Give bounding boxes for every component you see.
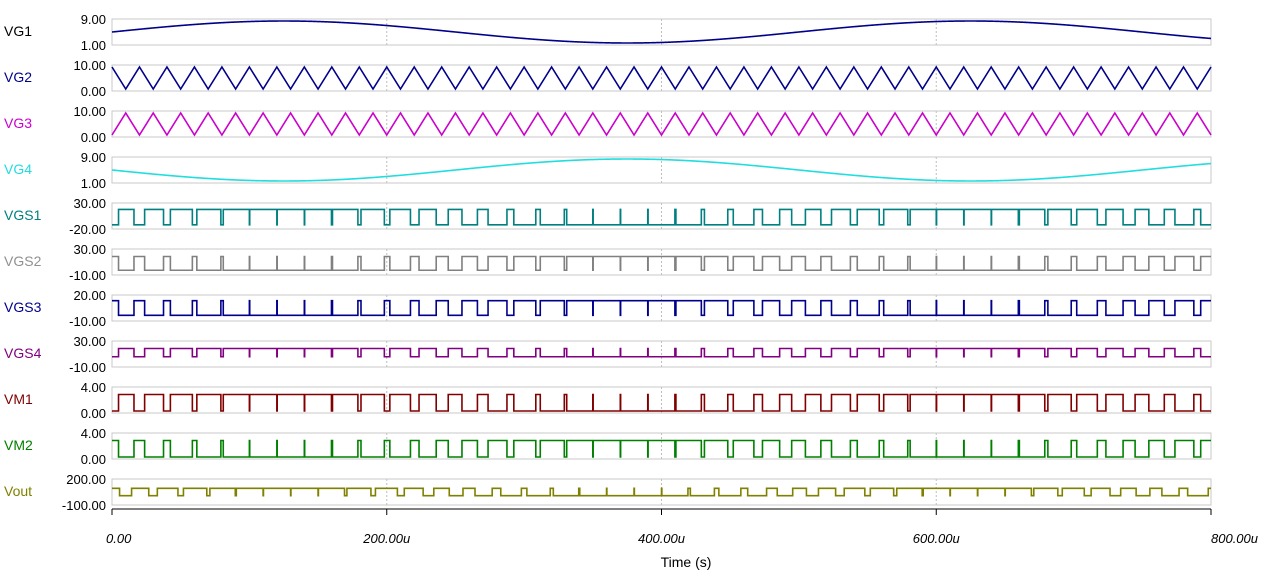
panel-frame xyxy=(111,18,1212,46)
panel-vgs3: VGS3 20.00 -10.00 xyxy=(4,288,1212,329)
y-tick-max: 4.00 xyxy=(81,380,106,395)
y-tick-min: -10.00 xyxy=(69,314,106,329)
series-line-vgs1 xyxy=(112,208,1211,226)
y-tick-min: 0.00 xyxy=(81,406,106,421)
series-name-vg2: VG2 xyxy=(4,69,32,85)
y-tick-max: 200.00 xyxy=(66,472,106,487)
panel-frame xyxy=(111,432,1212,460)
x-tick-label: 0.00 xyxy=(106,531,132,546)
x-axis: 0.00 200.00u 400.00u 600.00u 800.00u xyxy=(106,508,1258,546)
y-tick-max: 30.00 xyxy=(73,242,106,257)
panel-vg3: VG3 10.00 0.00 xyxy=(4,104,1212,145)
panel-vgs2: VGS2 30.00 -10.00 xyxy=(4,242,1212,283)
y-tick-min: -20.00 xyxy=(69,222,106,237)
y-tick-min: -10.00 xyxy=(69,268,106,283)
series-line-vout xyxy=(112,487,1211,497)
series-name-vgs2: VGS2 xyxy=(4,253,42,269)
series-name-vgs4: VGS4 xyxy=(4,345,42,361)
series-name-vout: Vout xyxy=(4,483,32,499)
series-line-vm2 xyxy=(112,439,1211,458)
panel-vg4: VG4 9.00 1.00 xyxy=(4,150,1212,191)
panel-frame xyxy=(111,248,1212,276)
panel-frame xyxy=(111,64,1212,92)
panel-vg1: VG1 9.00 1.00 xyxy=(4,12,1212,53)
panel-frame xyxy=(111,478,1212,506)
series-line-vgs2 xyxy=(112,255,1211,272)
y-tick-max: 20.00 xyxy=(73,288,106,303)
series-name-vg1: VG1 xyxy=(4,23,32,39)
y-tick-max: 10.00 xyxy=(73,58,106,73)
panel-frame xyxy=(111,294,1212,322)
series-line-vgs4 xyxy=(112,347,1211,358)
x-axis-label: Time (s) xyxy=(661,554,712,570)
y-tick-max: 30.00 xyxy=(73,196,106,211)
y-tick-max: 9.00 xyxy=(81,150,106,165)
y-tick-max: 9.00 xyxy=(81,12,106,27)
y-tick-min: 1.00 xyxy=(81,176,106,191)
y-tick-min: 1.00 xyxy=(81,38,106,53)
panel-vg2: VG2 10.00 0.00 xyxy=(4,58,1212,99)
panel-frame xyxy=(111,386,1212,414)
series-name-vm2: VM2 xyxy=(4,437,33,453)
panel-vm1: VM1 4.00 0.00 xyxy=(4,380,1212,421)
panel-vgs4: VGS4 30.00 -10.00 xyxy=(4,334,1212,375)
panel-vgs1: VGS1 30.00 -20.00 xyxy=(4,196,1212,237)
y-tick-max: 10.00 xyxy=(73,104,106,119)
x-tick-label: 200.00u xyxy=(362,531,410,546)
panel-frame xyxy=(111,202,1212,230)
y-tick-max: 4.00 xyxy=(81,426,106,441)
series-name-vm1: VM1 xyxy=(4,391,33,407)
panel-vout: Vout 200.00 -100.00 xyxy=(4,472,1212,513)
series-line-vgs3 xyxy=(112,299,1211,317)
panels-layer: VG1 9.00 1.00 VG2 10.00 0.00 VG3 10.00 0.00 VG4 9.… xyxy=(4,12,1212,513)
series-line-vg2 xyxy=(111,65,1212,91)
series-name-vg3: VG3 xyxy=(4,115,32,131)
panel-frame xyxy=(111,340,1212,368)
x-tick-label: 600.00u xyxy=(913,531,960,546)
series-line-vg4 xyxy=(111,158,1212,182)
panel-vm2: VM2 4.00 0.00 xyxy=(4,426,1212,467)
x-tick-label: 400.00u xyxy=(638,531,685,546)
y-tick-min: -100.00 xyxy=(62,498,106,513)
y-tick-min: 0.00 xyxy=(81,452,106,467)
series-line-vg1 xyxy=(111,20,1212,44)
series-line-vg3 xyxy=(111,111,1212,137)
series-name-vg4: VG4 xyxy=(4,161,32,177)
panel-frame xyxy=(111,110,1212,138)
series-line-vm1 xyxy=(112,393,1211,412)
series-name-vgs1: VGS1 xyxy=(4,207,42,223)
y-tick-min: -10.00 xyxy=(69,360,106,375)
grid-layer xyxy=(386,19,937,505)
x-tick-label: 800.00u xyxy=(1211,531,1258,546)
y-tick-min: 0.00 xyxy=(81,84,106,99)
y-tick-min: 0.00 xyxy=(81,130,106,145)
y-tick-max: 30.00 xyxy=(73,334,106,349)
series-name-vgs3: VGS3 xyxy=(4,299,42,315)
